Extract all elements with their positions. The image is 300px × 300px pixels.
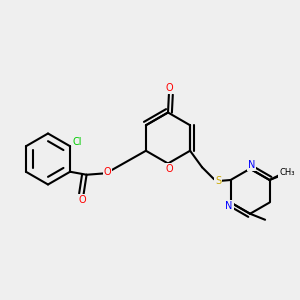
Text: O: O: [165, 83, 173, 94]
Text: O: O: [78, 195, 86, 205]
Text: O: O: [166, 164, 173, 174]
Text: O: O: [104, 167, 111, 177]
Text: N: N: [225, 201, 233, 212]
Text: N: N: [248, 160, 255, 170]
Text: Cl: Cl: [73, 137, 82, 147]
Text: S: S: [215, 176, 221, 186]
Text: CH₃: CH₃: [279, 168, 295, 177]
